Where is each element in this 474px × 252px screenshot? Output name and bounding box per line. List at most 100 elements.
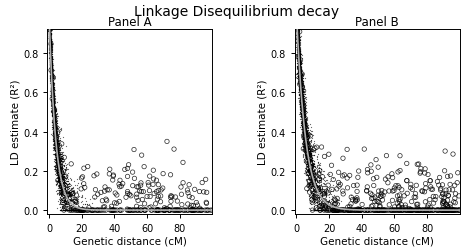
Point <box>299 90 307 94</box>
Point <box>46 42 54 46</box>
Point <box>333 208 341 212</box>
Point <box>202 201 210 205</box>
Point <box>55 160 62 164</box>
Point <box>315 201 323 205</box>
Point <box>59 175 67 179</box>
Point <box>313 154 320 159</box>
Point <box>294 30 302 35</box>
Point <box>294 32 302 36</box>
Point <box>333 197 341 201</box>
Point <box>305 153 313 157</box>
Point <box>345 208 353 212</box>
Point <box>53 141 61 145</box>
Point <box>294 34 301 38</box>
Point <box>51 129 59 133</box>
Point <box>298 107 306 111</box>
Point <box>56 171 64 175</box>
Point <box>303 183 311 187</box>
Point <box>293 28 301 32</box>
Point <box>188 196 196 200</box>
Point <box>55 182 63 186</box>
Point <box>69 208 77 212</box>
Point <box>52 120 60 124</box>
Point <box>293 28 301 32</box>
Point <box>301 141 309 145</box>
Point <box>116 179 124 183</box>
Point <box>301 113 309 117</box>
Point <box>319 208 327 212</box>
Point <box>295 78 303 82</box>
Point <box>51 118 58 122</box>
Point <box>450 208 457 212</box>
Point <box>304 142 312 146</box>
Point <box>310 142 318 146</box>
Point <box>47 96 55 100</box>
Point <box>311 164 319 168</box>
Point <box>314 188 322 192</box>
Point <box>296 36 303 40</box>
Point <box>293 28 301 32</box>
Point <box>47 61 55 65</box>
Point <box>49 72 56 76</box>
Point <box>297 87 305 91</box>
Point <box>293 28 301 32</box>
Point <box>305 171 313 175</box>
Point <box>57 159 65 163</box>
Point <box>49 78 56 82</box>
Point <box>300 115 307 119</box>
Point <box>313 186 321 190</box>
Point <box>52 137 60 141</box>
Point <box>135 208 142 212</box>
Point <box>46 28 53 32</box>
Point <box>53 153 60 157</box>
Point <box>55 147 63 151</box>
Point <box>59 199 66 203</box>
Point <box>295 47 302 51</box>
Point <box>301 134 308 138</box>
Point <box>46 32 54 36</box>
Point <box>46 28 54 32</box>
Point <box>45 28 53 32</box>
Point <box>299 106 307 110</box>
Point <box>46 34 53 38</box>
Point <box>310 178 318 182</box>
Point <box>46 30 54 34</box>
Point <box>305 136 312 140</box>
Point <box>310 165 318 169</box>
Point <box>313 200 321 204</box>
Point <box>47 67 55 71</box>
Point <box>55 174 63 178</box>
Point <box>308 192 315 196</box>
Point <box>299 121 306 125</box>
Point <box>54 159 61 163</box>
Point <box>49 125 56 129</box>
Point <box>306 174 314 178</box>
Point <box>311 165 319 169</box>
Point <box>50 90 57 94</box>
Point <box>320 184 328 188</box>
Point <box>53 170 61 174</box>
Point <box>61 185 68 189</box>
Point <box>83 202 91 206</box>
Point <box>46 51 54 55</box>
Point <box>55 176 63 180</box>
Point <box>48 109 55 113</box>
Point <box>296 62 303 66</box>
Point <box>294 28 301 32</box>
Point <box>56 191 64 195</box>
Point <box>294 40 302 44</box>
Point <box>55 144 63 148</box>
Point <box>301 77 309 81</box>
Point <box>307 170 314 174</box>
Point <box>293 28 301 32</box>
Point <box>50 98 58 102</box>
Point <box>58 188 65 192</box>
Point <box>51 121 58 125</box>
Point <box>300 112 308 116</box>
Point <box>50 110 58 114</box>
Point <box>296 55 303 59</box>
Point <box>46 28 53 32</box>
Point <box>60 192 67 196</box>
Point <box>53 134 60 138</box>
Point <box>49 127 57 131</box>
